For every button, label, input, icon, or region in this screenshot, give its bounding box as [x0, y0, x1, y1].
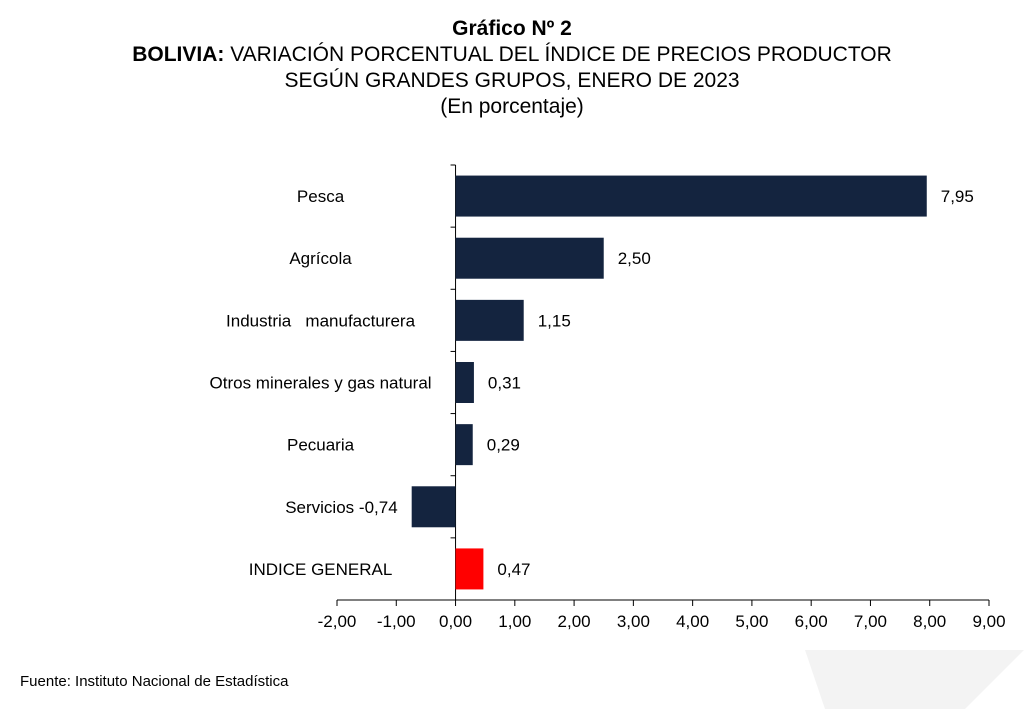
x-tick-label: 2,00 [558, 612, 591, 631]
category-label: INDICE GENERAL [249, 560, 393, 579]
value-label: 0,47 [497, 560, 530, 579]
chart-number: Gráfico Nº 2 [452, 17, 572, 40]
value-label: 0,29 [487, 436, 520, 455]
x-tick-label: 4,00 [676, 612, 709, 631]
value-label: 7,95 [941, 187, 974, 206]
source-note: Fuente: Instituto Nacional de Estadístic… [20, 673, 289, 690]
bar [455, 424, 473, 466]
chart-subtitle: SEGÚN GRANDES GRUPOS, ENERO DE 2023 [284, 69, 740, 92]
value-label: 0,31 [488, 374, 521, 393]
category-label: Pecuaria [287, 436, 355, 455]
x-tick-label: 7,00 [854, 612, 887, 631]
x-tick-label: 3,00 [617, 612, 650, 631]
category-label: Agrícola [289, 249, 352, 268]
category-label: Industria manufacturera [226, 311, 416, 330]
x-tick-label: -1,00 [377, 612, 416, 631]
watermark-shape [805, 650, 1024, 709]
bar [455, 299, 524, 341]
chart-title-block: Gráfico Nº 2 BOLIVIA: VARIACIÓN PORCENTU… [0, 16, 1024, 120]
x-tick-label: 8,00 [913, 612, 946, 631]
chart-title-country: BOLIVIA: [132, 43, 225, 66]
x-tick-label: 9,00 [972, 612, 1005, 631]
x-tick-label: -2,00 [318, 612, 357, 631]
bar [411, 486, 456, 528]
x-tick-label: 5,00 [735, 612, 768, 631]
bar [455, 548, 484, 590]
value-label: 1,15 [538, 311, 571, 330]
bar [455, 175, 927, 217]
value-label: -0,74 [359, 498, 398, 517]
chart-title-rest: VARIACIÓN PORCENTUAL DEL ÍNDICE DE PRECI… [224, 43, 892, 66]
category-label: Servicios [285, 498, 354, 517]
x-tick-label: 1,00 [498, 612, 531, 631]
bar [455, 362, 474, 403]
chart-title: BOLIVIA: VARIACIÓN PORCENTUAL DEL ÍNDICE… [0, 42, 1024, 68]
value-label: 2,50 [618, 249, 651, 268]
x-tick-label: 0,00 [439, 612, 472, 631]
x-tick-label: 6,00 [795, 612, 828, 631]
category-label: Otros minerales y gas natural [210, 374, 432, 393]
bar [455, 237, 604, 279]
chart-unit: (En porcentaje) [440, 95, 584, 118]
category-label: Pesca [297, 187, 345, 206]
